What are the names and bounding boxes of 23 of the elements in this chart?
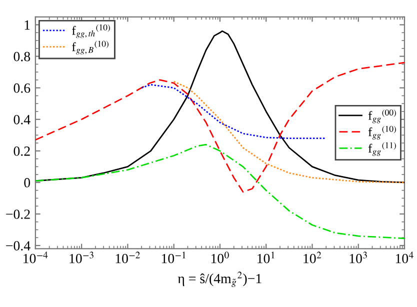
legend-label: f$_{gg,B}$$^{(10)}$ — [72, 40, 108, 55]
y-tick-label: 0.8 — [14, 52, 30, 62]
x-tick-label: 10$^{−1}$ — [162, 252, 186, 264]
legend-label: f$_{gg}$$^{(11)}$ — [368, 142, 396, 156]
y-tick-label: 0 — [24, 178, 30, 188]
legend-label: f$_{gg,th}$$^{(10)}$ — [72, 24, 110, 38]
y-tick-label: 0.4 — [14, 114, 30, 124]
x-tick-label: 10$^{3}$ — [350, 252, 367, 264]
x-tick-label: 10$^{4}$ — [396, 252, 414, 264]
y-tick-label: −0.2 — [6, 210, 30, 219]
y-tick-label: 1 — [24, 20, 30, 30]
y-tick-label: 0.2 — [14, 146, 30, 156]
legend-label: f$_{gg}$$^{(10)}$ — [368, 126, 396, 140]
x-tick-label: 10$^{−3}$ — [70, 252, 94, 264]
x-tick-label: 10$^{0}$ — [211, 252, 229, 264]
x-tick-label: 10$^{−2}$ — [116, 252, 140, 264]
x-tick-label: 10$^{1}$ — [258, 252, 274, 264]
x-tick-label: 10$^{−4}$ — [24, 252, 48, 264]
y-tick-label: −0.4 — [6, 241, 30, 251]
x-axis-title: η = ŝ/(4m$_{g̃}$$^{2}$)−1 — [178, 272, 262, 287]
legend-label: f$_{gg}$$^{(00)}$ — [368, 109, 396, 124]
x-tick-label: 10$^{2}$ — [304, 252, 322, 264]
y-tick-label: 0.6 — [14, 83, 30, 93]
